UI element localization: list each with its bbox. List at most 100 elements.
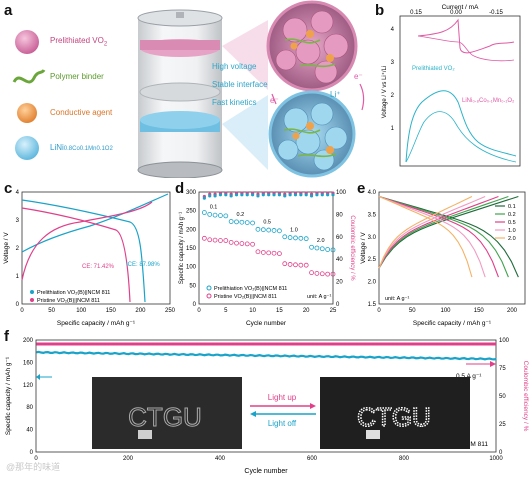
panel-d-ce-b-8: [245, 193, 249, 197]
panel-e-frame: [378, 191, 526, 305]
panel-d-ce-b-17: [293, 193, 298, 197]
panel-d-point-1-19: [303, 262, 309, 268]
panel-d-point-0-12: [266, 227, 272, 233]
panel-c-ytick-4: 4: [16, 190, 20, 196]
panel-d-xtick-5: 25: [330, 308, 337, 314]
panel-e-charge-2: [378, 195, 499, 269]
feature-fast-kinetics: Fast kinetics: [212, 98, 257, 107]
panel-d-rate-4: 2.0: [317, 238, 325, 244]
panel-e-discharge-3: [378, 195, 486, 278]
panel-d-legend-prelith: Prelithiation VO₂(B)||NCM 811: [214, 286, 287, 292]
panel-d-ce-b-3: [218, 193, 223, 197]
panel-d-point-1-14: [277, 251, 282, 256]
panel-d-ytick-3: 150: [186, 246, 197, 252]
panel-e-unit: unit: A g⁻¹: [385, 296, 409, 302]
panel-d-ytick-2: 100: [186, 265, 197, 271]
panel-e-charge-4: [378, 195, 473, 269]
panel-f-ytick-right-2: 50: [499, 394, 506, 400]
panel-e-ylabel: Voltage / V: [360, 232, 367, 264]
legend-prelithiated-vo2: Prelithiated VO2: [50, 36, 108, 48]
panel-d-point-0-14: [277, 228, 282, 234]
panel-d-ytick-right-5: 100: [336, 190, 347, 196]
panel-d-point-1-20: [309, 270, 314, 276]
electron-label-right: e⁻: [354, 72, 363, 81]
panel-e-xtick-2: 100: [440, 308, 451, 314]
panel-a-art: [12, 0, 365, 178]
panel-f-ytick-right-0: 0: [499, 450, 503, 456]
battery-can-icon: [137, 9, 223, 178]
panel-letter-d: d: [175, 180, 185, 197]
panel-c-ytick-3: 3: [16, 218, 20, 224]
panel-d-ce-b-9: [251, 193, 255, 197]
panel-a-schematic: Prelithiated VO2 Polymer binder Conducti…: [0, 0, 372, 178]
panel-d-ce-b-1: [208, 194, 212, 198]
panel-d-xtick-4: 20: [303, 308, 310, 314]
panel-d-point-0-6: [234, 219, 239, 225]
panel-c-xtick-5: 250: [165, 308, 175, 314]
panel-d-ytick-right-0: 0: [336, 302, 340, 308]
panel-b-ytick-2: 3: [391, 60, 395, 66]
panel-f-xtick-1: 200: [123, 456, 134, 462]
panel-f-ytick-right-4: 100: [499, 338, 510, 344]
panel-d-rate-2: 0.5: [263, 220, 271, 226]
panel-d-ce-b-11: [261, 193, 265, 197]
panel-d-xlabel: Cycle number: [246, 320, 287, 327]
panel-e-legend-1: 0.2: [508, 212, 516, 218]
light-off-label: Light off: [268, 419, 297, 428]
panel-d-point-1-3: [218, 238, 223, 243]
panel-d-point-1-5: [228, 240, 234, 245]
panel-d-ytick-5: 250: [186, 209, 197, 215]
panel-d-unit: unit: A g⁻¹: [307, 294, 331, 300]
panel-d-point-0-21: [314, 245, 320, 251]
panel-d-point-0-5: [228, 219, 234, 224]
panel-f-xtick-3: 600: [307, 456, 318, 462]
panel-b-legend-vo2: Prelithiated VO₂: [412, 66, 455, 72]
panel-d-ce-b-16: [288, 193, 292, 197]
panel-d-point-1-8: [244, 241, 250, 247]
panel-c-series-pristine-discharge: [21, 207, 131, 303]
panel-d-ce-b-7: [240, 193, 244, 197]
panel-f-frame: [35, 339, 497, 453]
panel-b-series-vo2-return: [417, 35, 515, 62]
panel-letter-e: e: [357, 180, 366, 197]
panel-f-ytick-5: 200: [23, 338, 34, 344]
panel-d-ce-b-14: [277, 193, 281, 197]
panel-d-ytick-4: 200: [186, 227, 197, 233]
panel-f-xtick-2: 400: [215, 456, 226, 462]
panel-c-chart: 0 50 100 150 200 250 0 1 2 3 4 Specific capacity …: [3, 190, 175, 327]
panel-e-charge-3: [378, 195, 486, 269]
panel-c-series-prelith-discharge: [21, 199, 146, 303]
panel-e-ytick-3: 3.0: [368, 235, 377, 241]
panel-d-point-0-17: [293, 235, 298, 241]
panel-d-point-0-23: [325, 247, 331, 252]
panel-d-point-0-18: [298, 235, 304, 241]
ncm-icon: [15, 136, 39, 160]
panel-e-ytick-1: 2.0: [368, 280, 377, 286]
panel-f-ylabel-right: Coulombic efficiency / %: [522, 361, 529, 432]
panel-d-point-1-10: [255, 249, 261, 255]
feature-high-voltage: High voltage: [212, 62, 257, 71]
panel-d-point-0-22: [319, 246, 325, 252]
panel-d-point-0-11: [260, 227, 266, 233]
lithium-label: Li⁺: [330, 90, 341, 99]
panel-d-point-0-0: [201, 210, 207, 215]
panel-d-point-1-6: [234, 240, 239, 246]
panel-d-ce-b-5: [229, 194, 233, 198]
panel-b-xtick-top-1: 0.00: [450, 10, 462, 16]
panel-d-ce-b-19: [304, 193, 308, 197]
panel-f-ytick-1: 40: [26, 428, 33, 434]
polymer-binder-icon: [12, 69, 46, 84]
panel-d-ce-b-10: [256, 194, 260, 198]
panel-d-point-1-0: [201, 235, 207, 241]
panel-b-series-ncm-path: [405, 90, 517, 163]
prelithiated-vo2-icon: [15, 30, 39, 54]
panel-e-discharge-2: [378, 195, 499, 278]
panel-d-ytick-0: 0: [193, 302, 197, 308]
panel-d-ytick-right-4: 80: [336, 212, 343, 218]
panel-d-ytick-right-3: 60: [336, 235, 343, 241]
panel-f-ytick-2: 80: [26, 405, 33, 411]
photo-right-text: CTGU: [357, 402, 431, 432]
panel-f-capacity-series: [36, 350, 497, 361]
panel-e-xtick-0: 0: [377, 308, 381, 314]
panel-d-ce-b-22: [320, 193, 324, 197]
